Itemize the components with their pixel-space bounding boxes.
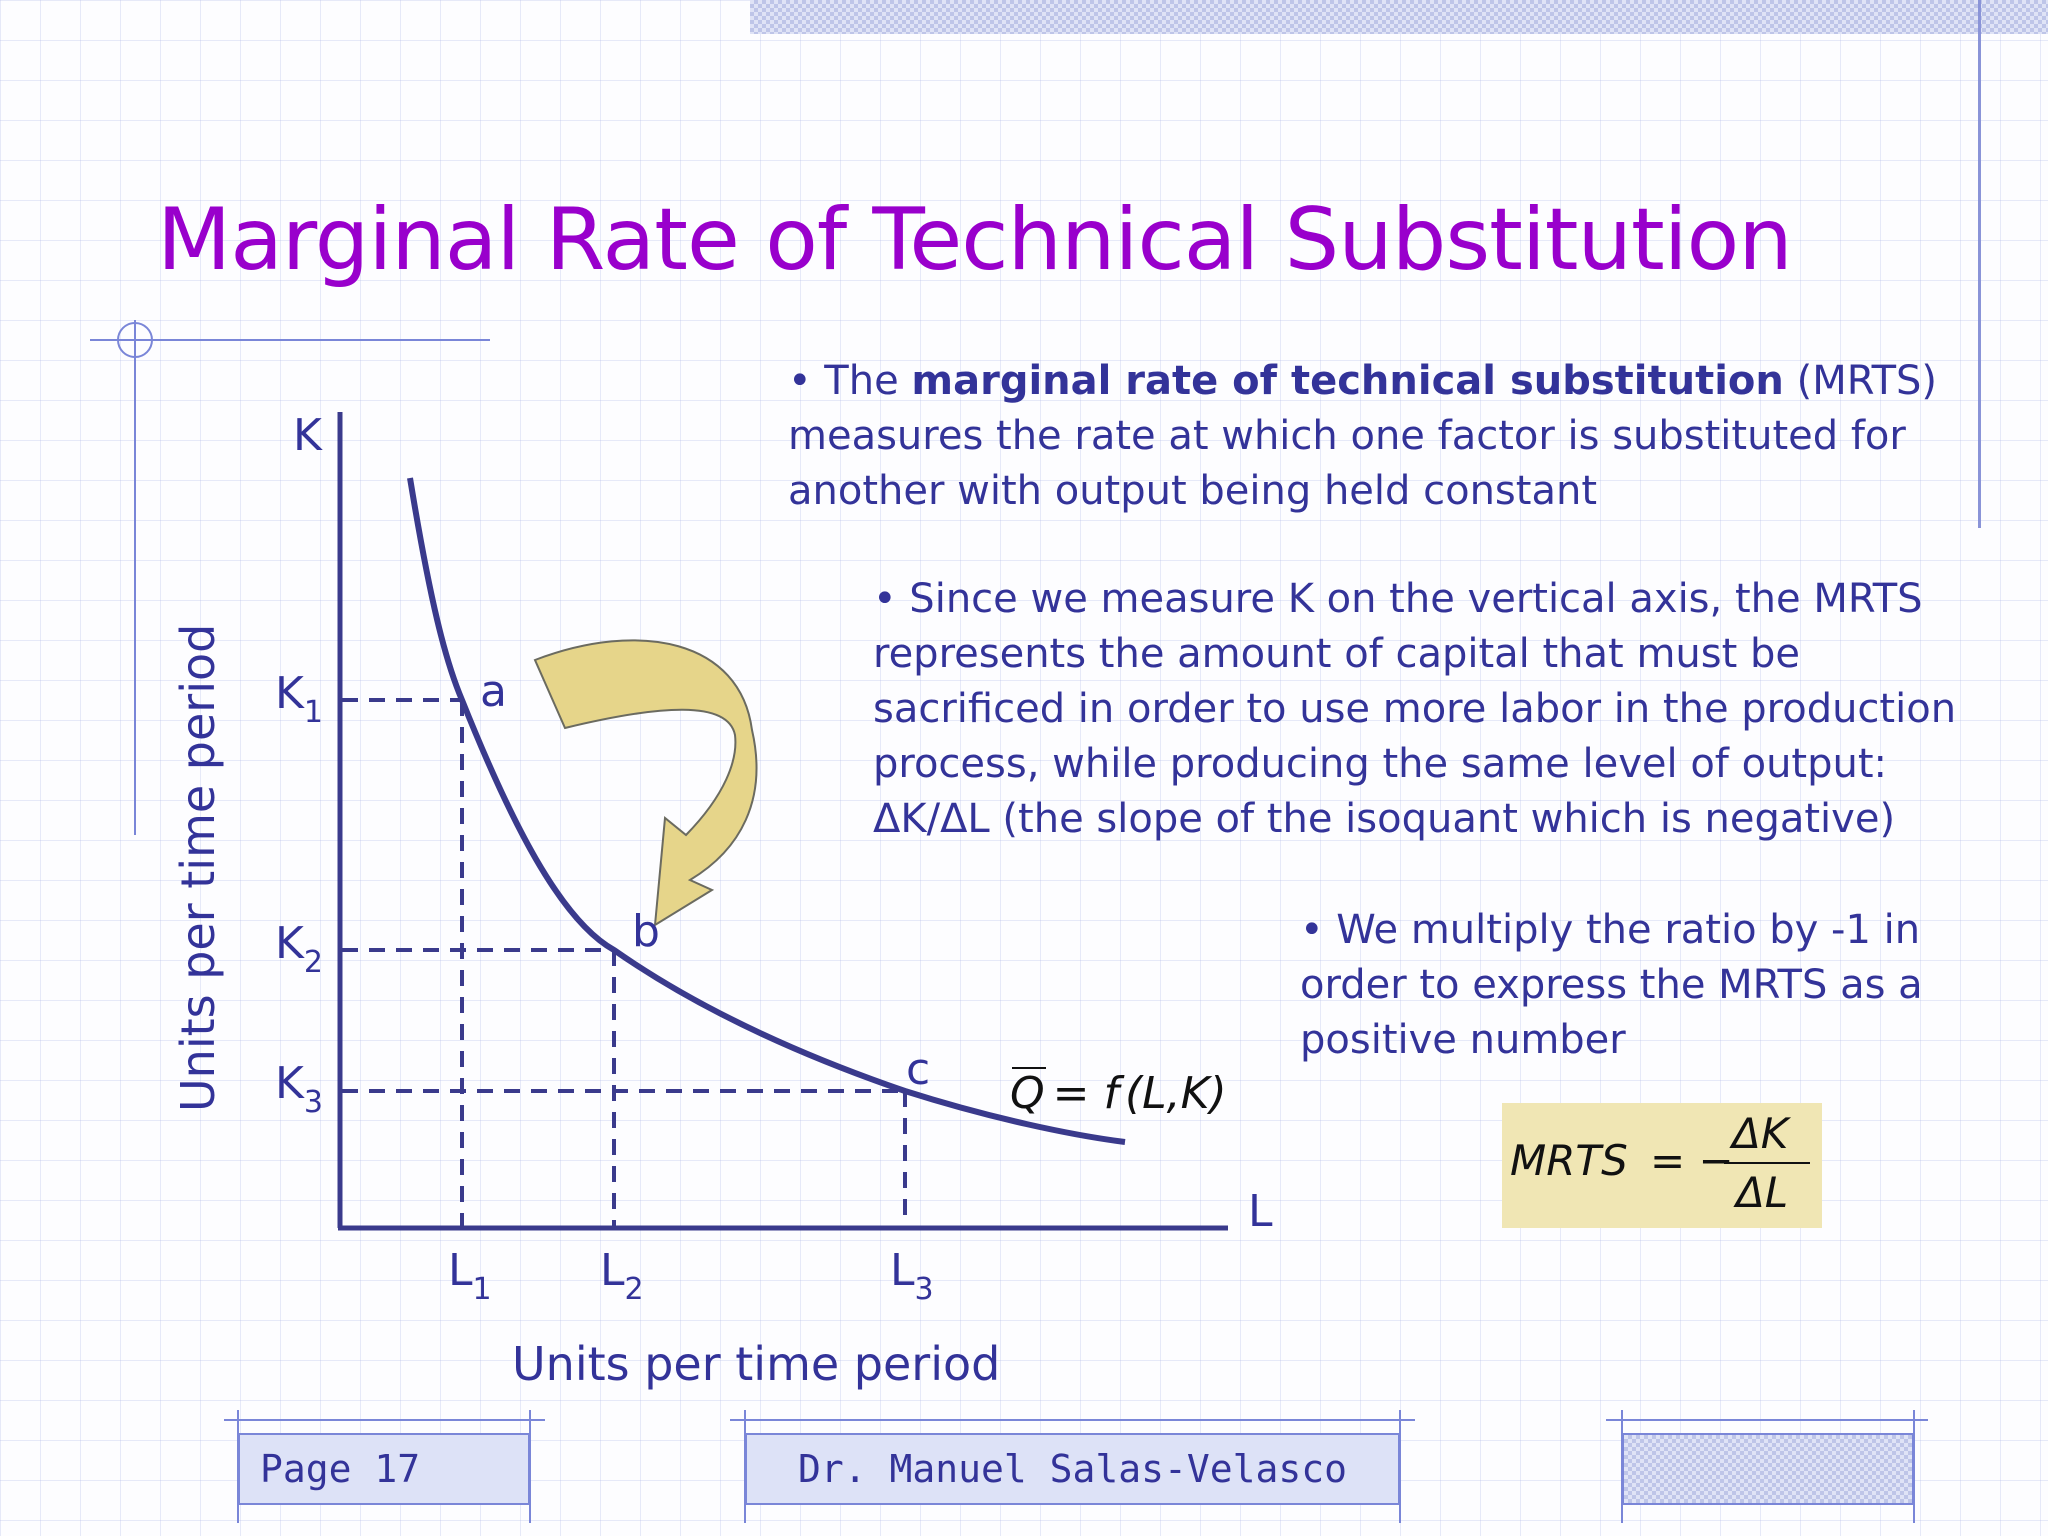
bullet-3-line-1: • We multiply the ratio by -1 in [1300, 907, 1921, 953]
bullet-1-prefix: • The [788, 358, 912, 404]
formula-lhs: MRTS [1510, 1136, 1628, 1185]
bullet-3-line-3: positive number [1300, 1017, 1626, 1063]
tick-k2: K2 [275, 918, 323, 980]
bullet-1-line-2: measures the rate at which one factor is… [788, 413, 1906, 459]
curved-arrow [533, 639, 758, 927]
mrts-formula: MRTS = − ΔK ΔL [1510, 1109, 1810, 1217]
dashed-guides [342, 698, 907, 1228]
footer-page-number: Page 17 [260, 1447, 421, 1491]
bullet-2-line-3: sacrificed in order to use more labor in… [873, 686, 1957, 732]
tick-l1: L1 [448, 1245, 492, 1307]
point-c-label: c [906, 1044, 930, 1095]
bullet-1-line-3: another with output being held constant [788, 468, 1598, 514]
isoquant-curve [407, 477, 1126, 1145]
decorative-rule-right [1978, 0, 1981, 528]
footer-author-box: Dr. Manuel Salas-Velasco [745, 1433, 1400, 1505]
bullet-2-line-4: process, while producing the same level … [873, 741, 1888, 787]
footer-page-box: Page 17 [238, 1433, 530, 1505]
isoquant-equation: Q = f (L,K) [1010, 1068, 1227, 1119]
bullet-mrts-definition: • The marginal rate of technical substit… [788, 354, 1937, 519]
y-axis-title: Units per time period [171, 624, 225, 1112]
bullet-2-line-2: represents the amount of capital that mu… [873, 631, 1800, 677]
point-b-label: b [632, 906, 660, 957]
formula-numerator: ΔK [1729, 1109, 1792, 1158]
tick-k1: K1 [275, 668, 323, 730]
footer-author: Dr. Manuel Salas-Velasco [797, 1447, 1348, 1491]
bullet-2-line-1: • Since we measure K on the vertical axi… [873, 576, 1923, 622]
tick-l3: L3 [890, 1245, 934, 1307]
bullet-3-line-2: order to express the MRTS as a [1300, 962, 1923, 1008]
bullet-vertical-axis: • Since we measure K on the vertical axi… [873, 572, 1956, 847]
tick-k3: K3 [275, 1058, 323, 1120]
y-axis-letter: K [293, 410, 323, 461]
x-axis-title: Units per time period [512, 1337, 1000, 1391]
isoquant-diagram: K L a b c K1 K2 K3 L1 L2 L3 Units per ti… [171, 410, 1273, 1391]
point-a-label: a [480, 666, 507, 717]
x-axis-letter: L [1248, 1186, 1273, 1237]
formula-denominator: ΔL [1733, 1168, 1788, 1217]
crosshair-decoration [90, 320, 490, 835]
tick-l2: L2 [600, 1245, 644, 1307]
mrts-formula-box: MRTS = − ΔK ΔL [1502, 1103, 1822, 1228]
bullet-1-bold-term: marginal rate of technical substitution [911, 358, 1784, 404]
top-decorative-band [750, 0, 2048, 34]
bullet-2-line-5: ΔK/ΔL (the slope of the isoquant which i… [873, 796, 1896, 842]
bullet-multiply: • We multiply the ratio by -1 in order t… [1300, 903, 1923, 1068]
formula-equals-minus: = − [1650, 1136, 1734, 1185]
slide-title: Marginal Rate of Technical Substitution [157, 190, 1793, 290]
footer-pattern-box [1622, 1433, 1914, 1505]
bullet-1-suffix: (MRTS) [1783, 358, 1938, 404]
